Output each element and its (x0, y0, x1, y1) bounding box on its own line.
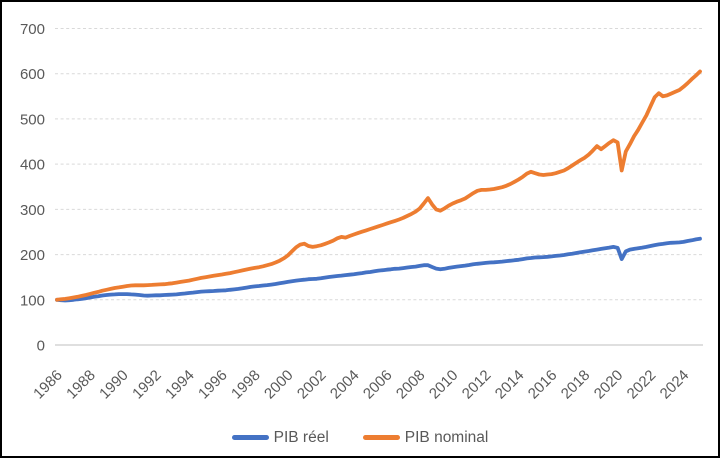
x-axis-tick-label: 1986 (30, 367, 66, 403)
x-axis-tick-label: 2024 (657, 367, 693, 403)
legend-label-pib-reel: PIB réel (273, 428, 329, 446)
x-axis-tick-label: 2014 (492, 367, 528, 403)
x-axis-tick-label: 2006 (360, 367, 396, 403)
y-axis-tick-label: 500 (20, 111, 45, 128)
x-axis-tick-label: 2002 (294, 367, 330, 403)
legend-item-pib-nominal: PIB nominal (362, 428, 489, 446)
legend-swatch-pib-reel (231, 435, 269, 440)
y-axis-tick-label: 200 (20, 247, 45, 264)
legend: PIB réel PIB nominal (2, 428, 718, 446)
x-axis-tick-label: 1996 (195, 367, 231, 403)
y-axis-tick-label: 0 (37, 338, 45, 355)
x-axis-tick-label: 1990 (96, 367, 132, 403)
x-axis-tick-label: 2010 (426, 367, 462, 403)
series-line-pib-nominal (55, 69, 702, 302)
y-axis-tick-label: 400 (20, 157, 45, 174)
x-axis-tick-label: 2004 (327, 367, 363, 403)
y-axis-tick-label: 100 (20, 292, 45, 309)
legend-label-pib-nominal: PIB nominal (404, 428, 489, 446)
x-axis-tick-label: 2020 (591, 367, 627, 403)
y-axis-tick-label: 700 (20, 21, 45, 38)
x-axis-tick-label: 2018 (558, 367, 594, 403)
x-axis-tick-label: 2012 (459, 367, 495, 403)
x-axis-tick-label: 1994 (162, 367, 198, 403)
series-line-pib-reel (55, 236, 702, 303)
x-axis-tick-label: 2022 (624, 367, 660, 403)
x-axis-tick-label: 1992 (129, 367, 165, 403)
legend-item-pib-reel: PIB réel (231, 428, 329, 446)
y-axis-tick-label: 300 (20, 202, 45, 219)
x-axis-tick-label: 1988 (63, 367, 99, 403)
x-axis-tick-label: 2016 (525, 367, 561, 403)
legend-swatch-pib-nominal (362, 435, 400, 440)
x-axis-tick-label: 1998 (228, 367, 264, 403)
y-axis-tick-label: 600 (20, 66, 45, 83)
x-axis-tick-label: 2000 (261, 367, 297, 403)
x-axis-tick-label: 2008 (393, 367, 429, 403)
